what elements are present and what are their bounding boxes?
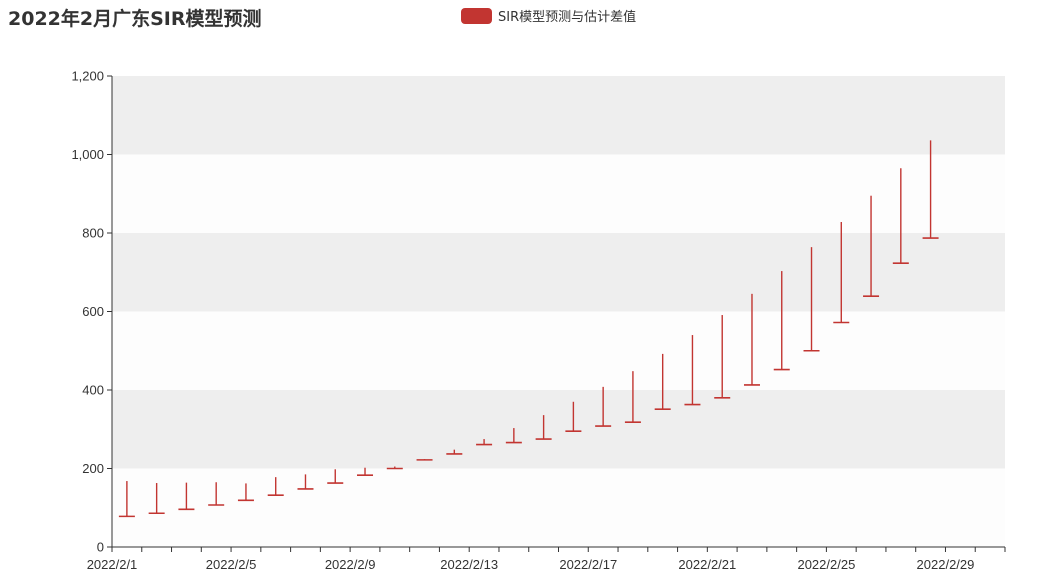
x-tick-label: 2022/2/17	[559, 557, 617, 572]
data-mark	[743, 293, 760, 386]
x-tick-label: 2022/2/1	[87, 557, 138, 572]
data-mark	[803, 247, 820, 352]
data-mark	[505, 428, 522, 444]
data-mark	[595, 386, 612, 427]
data-mark	[714, 315, 731, 399]
grid-stripe	[112, 76, 1005, 155]
data-mark	[237, 483, 254, 502]
grid-stripe	[112, 468, 1005, 547]
data-mark	[863, 195, 880, 297]
x-tick-label: 2022/2/5	[206, 557, 257, 572]
data-mark	[535, 415, 552, 440]
series-marks	[118, 140, 939, 518]
x-tick-label: 2022/2/21	[678, 557, 736, 572]
data-mark	[416, 459, 433, 461]
grid-stripe	[112, 390, 1005, 469]
data-mark	[654, 353, 671, 411]
data-mark	[624, 371, 641, 423]
data-mark	[148, 483, 165, 515]
y-tick-label: 400	[82, 383, 104, 398]
y-axis: 0 200 400 600 800 1,000 1,200	[71, 69, 113, 555]
grid-stripe	[112, 311, 1005, 390]
data-mark	[297, 474, 314, 490]
data-mark	[357, 467, 374, 476]
data-mark	[922, 140, 939, 239]
data-mark	[565, 401, 582, 433]
x-tick-label: 2022/2/9	[325, 557, 376, 572]
grid-stripe	[112, 233, 1005, 312]
legend-label[interactable]: SIR模型预测与估计差值	[498, 9, 636, 25]
y-tick-label: 0	[97, 540, 104, 555]
data-mark	[833, 222, 850, 324]
y-tick-label: 1,200	[71, 69, 104, 84]
data-mark	[327, 469, 344, 484]
y-tick-label: 1,000	[71, 147, 104, 162]
x-tick-label: 2022/2/13	[440, 557, 498, 572]
x-tick-label: 2022/2/29	[917, 557, 975, 572]
y-tick-label: 800	[82, 226, 104, 241]
data-mark	[684, 335, 701, 406]
x-axis: 2022/2/1 2022/2/5 2022/2/9 2022/2/13 2022/2/…	[87, 546, 1006, 572]
data-mark	[267, 477, 284, 496]
data-mark	[446, 449, 463, 455]
y-tick-label: 600	[82, 304, 104, 319]
data-mark	[892, 168, 909, 265]
legend[interactable]: SIR模型预测与估计差值	[461, 8, 636, 25]
data-mark	[476, 439, 493, 446]
x-tick-label: 2022/2/25	[797, 557, 855, 572]
data-mark	[773, 271, 790, 371]
data-mark	[386, 466, 403, 470]
grid-stripes	[112, 76, 1005, 547]
chart-title: 2022年2月广东SIR模型预测	[8, 7, 262, 30]
data-mark	[118, 481, 135, 518]
data-mark	[208, 482, 225, 506]
legend-swatch[interactable]	[461, 8, 492, 24]
grid-stripe	[112, 154, 1005, 233]
y-tick-label: 200	[82, 461, 104, 476]
data-mark	[178, 482, 195, 511]
